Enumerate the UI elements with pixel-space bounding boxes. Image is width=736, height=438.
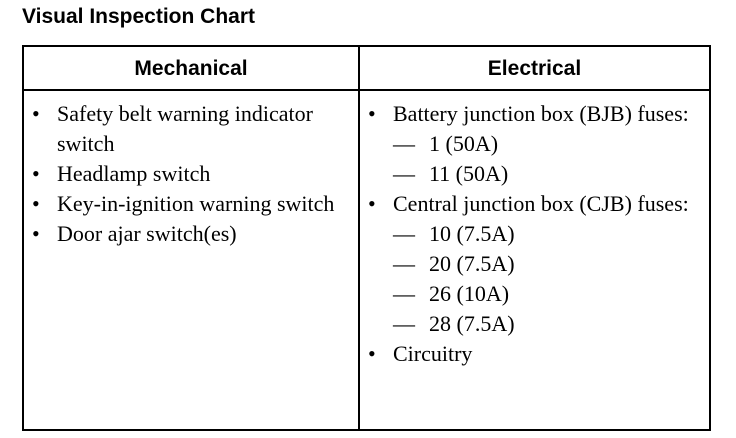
bullet-icon: •: [32, 161, 40, 186]
list-item: — 11 (50A): [360, 159, 709, 189]
list-item: • Battery junction box (BJB) fuses:: [360, 99, 709, 129]
mechanical-column: Mechanical • Safety belt warning indicato…: [24, 47, 360, 429]
item-text: Central junction box (CJB) fuses:: [393, 191, 689, 216]
list-item: • Headlamp switch: [24, 159, 358, 189]
bullet-icon: •: [368, 101, 376, 126]
item-text: Battery junction box (BJB) fuses:: [393, 101, 689, 126]
dash-icon: —: [393, 161, 415, 186]
bullet-icon: •: [368, 191, 376, 216]
list-item: — 20 (7.5A): [360, 249, 709, 279]
column-header-mechanical: Mechanical: [24, 47, 358, 91]
item-text: 26 (10A): [429, 281, 510, 306]
item-text: Safety belt warning indicator switch: [57, 101, 313, 156]
item-text: 10 (7.5A): [429, 221, 515, 246]
item-text: Headlamp switch: [57, 161, 211, 186]
list-item: — 1 (50A): [360, 129, 709, 159]
bullet-icon: •: [32, 191, 40, 216]
item-text: 11 (50A): [429, 161, 509, 186]
electrical-column: Electrical • Battery junction box (BJB) f…: [360, 47, 709, 429]
list-item: • Key-in-ignition warning switch: [24, 189, 358, 219]
list-item: — 28 (7.5A): [360, 309, 709, 339]
mechanical-list: • Safety belt warning indicator switch • He…: [24, 91, 358, 249]
dash-icon: —: [393, 221, 415, 246]
item-text: 1 (50A): [429, 131, 499, 156]
item-text: Key-in-ignition warning switch: [57, 191, 335, 216]
list-item: • Door ajar switch(es): [24, 219, 358, 249]
bullet-icon: •: [32, 101, 40, 126]
dash-icon: —: [393, 131, 415, 156]
electrical-list: • Battery junction box (BJB) fuses: — 1 (50…: [360, 91, 709, 369]
list-item: • Safety belt warning indicator switch: [24, 99, 358, 159]
list-item: • Central junction box (CJB) fuses:: [360, 189, 709, 219]
inspection-table: Mechanical • Safety belt warning indicato…: [22, 45, 711, 431]
page-title: Visual Inspection Chart: [22, 5, 255, 28]
item-text: 20 (7.5A): [429, 251, 515, 276]
list-item: • Circuitry: [360, 339, 709, 369]
item-text: 28 (7.5A): [429, 311, 515, 336]
dash-icon: —: [393, 311, 415, 336]
dash-icon: —: [393, 251, 415, 276]
bullet-icon: •: [32, 221, 40, 246]
column-header-electrical: Electrical: [360, 47, 709, 91]
item-text: Door ajar switch(es): [57, 221, 237, 246]
bullet-icon: •: [368, 341, 376, 366]
list-item: — 10 (7.5A): [360, 219, 709, 249]
item-text: Circuitry: [393, 341, 473, 366]
dash-icon: —: [393, 281, 415, 306]
list-item: — 26 (10A): [360, 279, 709, 309]
